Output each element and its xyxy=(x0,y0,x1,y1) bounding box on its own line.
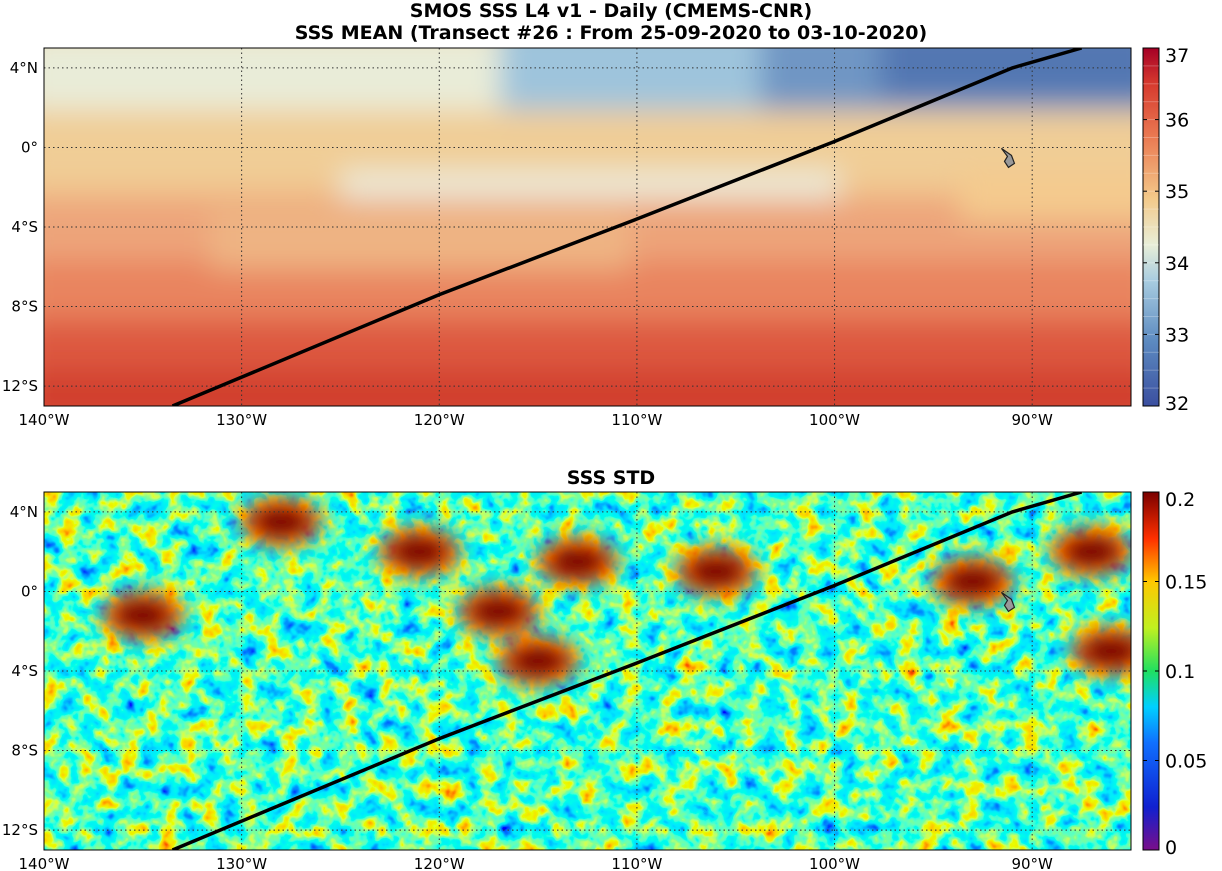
y-tick-label: 4°N xyxy=(10,59,38,77)
std-patch-core xyxy=(112,598,173,633)
y-tick-label: 4°S xyxy=(11,218,38,236)
x-tick-label: 140°W xyxy=(19,855,70,871)
y-tick-label: 0° xyxy=(21,138,38,156)
y-tick-label: 12°S xyxy=(2,377,38,395)
std-patch-core xyxy=(389,534,450,569)
x-tick-label: 130°W xyxy=(216,855,267,871)
colorbar-tick-label: 0.2 xyxy=(1165,489,1195,511)
y-tick-label: 12°S xyxy=(2,821,38,839)
std-patch-core xyxy=(1061,534,1122,569)
x-tick-label: 110°W xyxy=(611,855,662,871)
std-panel-title: SSS STD xyxy=(566,467,656,489)
x-tick-label: 140°W xyxy=(19,411,70,429)
x-tick-label: 90°W xyxy=(1011,411,1053,429)
colorbar-tick-label: 35 xyxy=(1165,181,1189,203)
transect-line-top xyxy=(171,48,1083,406)
x-tick-label: 110°W xyxy=(611,411,662,429)
y-tick-label: 4°N xyxy=(10,503,38,521)
island-marker-top xyxy=(1000,147,1016,169)
colorbar-tick-label: 0.15 xyxy=(1165,572,1207,594)
x-tick-label: 100°W xyxy=(809,855,860,871)
colorbar-ticks-std: 0 0.05 0.1 0.15 0.2 xyxy=(1143,489,1207,859)
colorbar-tick-label: 36 xyxy=(1165,110,1189,132)
axes-frame-top xyxy=(43,47,1132,407)
mean-panel-title: SSS MEAN (Transect #26 : From 25-09-2020… xyxy=(294,22,928,44)
std-patch-core xyxy=(1081,634,1131,669)
std-patch-core xyxy=(547,544,608,579)
colorbar-tick-label: 33 xyxy=(1165,324,1189,346)
transect-line-bot xyxy=(171,492,1083,850)
x-tick-label: 120°W xyxy=(414,411,465,429)
colorbar-sss xyxy=(1142,47,1160,407)
std-patch-core xyxy=(508,644,569,679)
std-patch-core xyxy=(942,564,1003,599)
x-tick-label: 120°W xyxy=(414,855,465,871)
std-patch-core xyxy=(468,594,529,629)
x-tick-label: 130°W xyxy=(216,411,267,429)
colorbar-tick-label: 32 xyxy=(1165,393,1189,415)
x-tick-label: 90°W xyxy=(1011,855,1053,871)
std-patch-core xyxy=(685,554,746,589)
y-tick-label: 4°S xyxy=(11,662,38,680)
ticks-top: 140°W 130°W 120°W 110°W 100°W 90°W 4°N 0° 4°S 8°S… xyxy=(2,59,1053,429)
std-patch-core xyxy=(251,504,312,539)
colorbar-tick-label: 37 xyxy=(1165,45,1189,67)
colorbar-ticks-sss: 32 33 34 35 36 37 xyxy=(1143,45,1189,415)
main-title: SMOS SSS L4 v1 - Daily (CMEMS-CNR) xyxy=(409,0,813,22)
colorbar-tick-label: 0.1 xyxy=(1165,661,1195,683)
grid-top xyxy=(44,48,1131,406)
y-tick-label: 0° xyxy=(21,582,38,600)
y-tick-label: 8°S xyxy=(11,298,38,316)
x-tick-label: 100°W xyxy=(809,411,860,429)
colorbar-tick-label: 0.05 xyxy=(1165,751,1207,773)
sss-mean-field xyxy=(44,48,1131,406)
colorbar-tick-label: 34 xyxy=(1165,253,1189,275)
colorbar-tick-label: 0 xyxy=(1165,837,1177,859)
ticks-bot: 140°W 130°W 120°W 110°W 100°W 90°W 4°N 0° 4°S 8°S… xyxy=(2,503,1053,871)
axes-frame-bot xyxy=(43,491,1132,851)
island-marker-bot xyxy=(1000,591,1016,613)
grid-bot xyxy=(44,492,1131,850)
y-tick-label: 8°S xyxy=(11,742,38,760)
